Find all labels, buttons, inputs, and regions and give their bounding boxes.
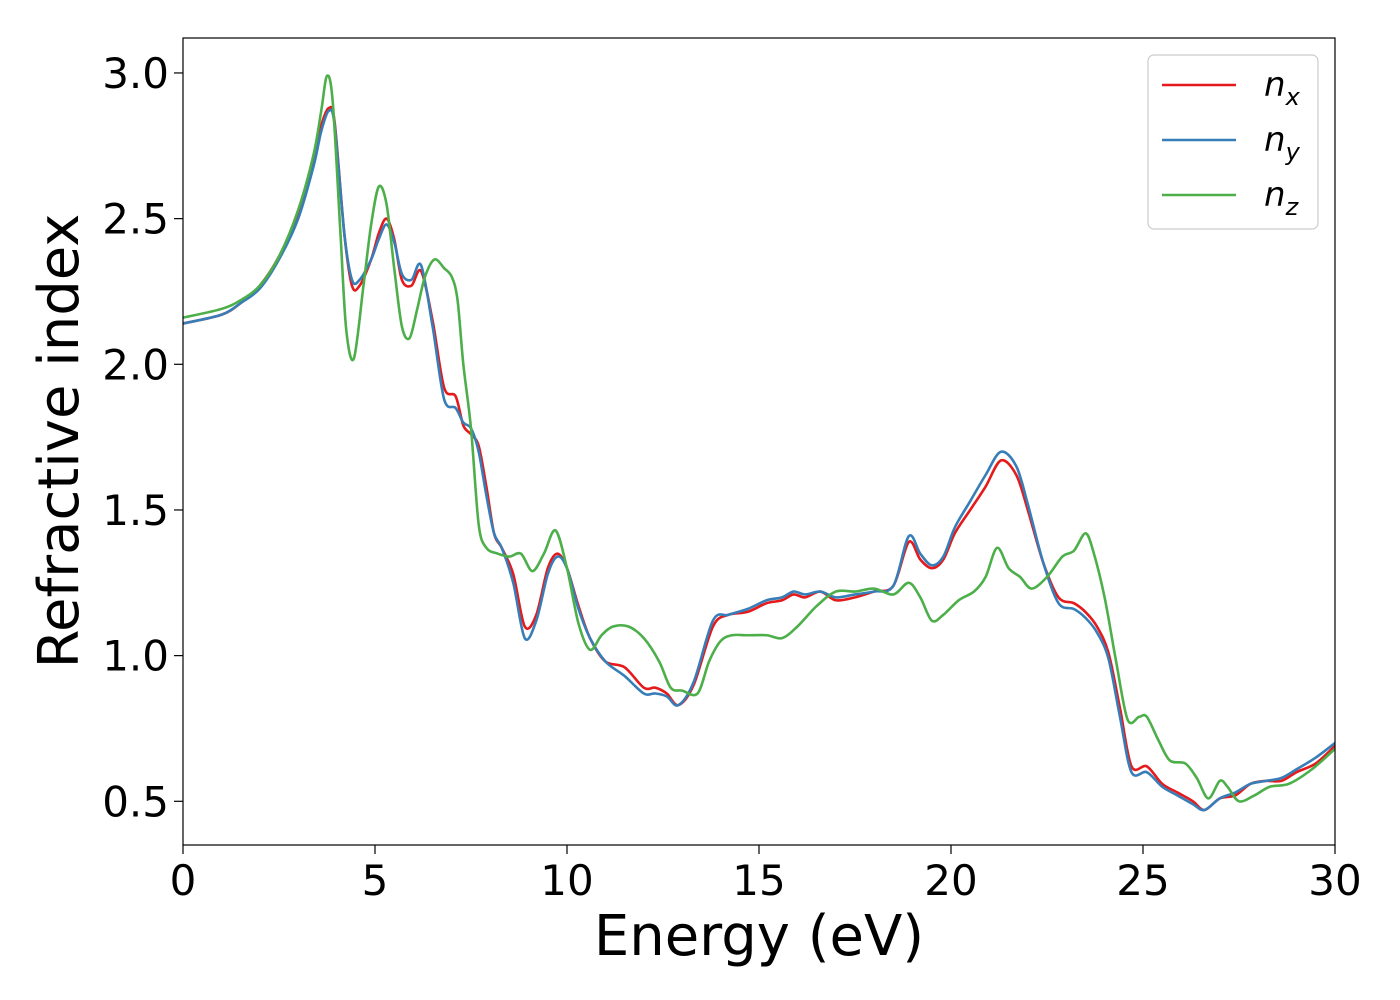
x-axis-title: Energy (eV): [594, 904, 924, 969]
legend-entries: nx ny nz: [1162, 65, 1301, 221]
series-line-y: [183, 108, 1335, 812]
y-axis-title: Refractive index: [27, 214, 92, 669]
series-line-z: [183, 74, 1335, 803]
y-tick-label: 0.5: [102, 777, 169, 826]
x-tick-label: 20: [924, 856, 977, 905]
y-tick-label: 2.5: [102, 195, 169, 244]
legend: nx ny nz: [1147, 54, 1319, 230]
x-tick-label: 0: [170, 856, 197, 905]
legend-frame: [1147, 54, 1319, 230]
series-layer: [183, 74, 1335, 812]
x-axis-ticks: 0 5 10 15 20 25 30: [170, 845, 1362, 905]
x-tick-label: 10: [540, 856, 593, 905]
y-tick-label: 3.0: [102, 49, 169, 98]
y-tick-label: 1.5: [102, 486, 169, 535]
y-tick-label: 1.0: [102, 632, 169, 681]
x-tick-label: 5: [362, 856, 389, 905]
legend-label-x: nx: [1264, 65, 1301, 111]
x-tick-label: 30: [1308, 856, 1361, 905]
legend-label-y: ny: [1264, 120, 1301, 166]
x-tick-label: 15: [732, 856, 785, 905]
x-tick-label: 25: [1116, 856, 1169, 905]
legend-label-z: nz: [1264, 175, 1300, 221]
y-axis-ticks: 0.5 1.0 1.5 2.0 2.5 3.0: [102, 49, 183, 826]
y-tick-label: 2.0: [102, 340, 169, 389]
